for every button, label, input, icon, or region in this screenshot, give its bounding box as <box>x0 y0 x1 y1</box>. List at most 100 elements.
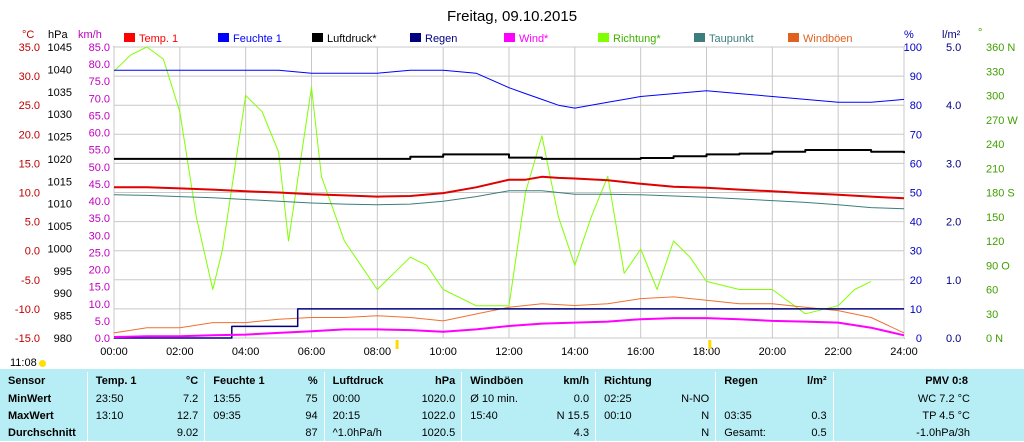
weather-chart: Freitag, 09.10.2015 Temp. 1 Feuchte 1 Luft… <box>15 8 1018 358</box>
wind-tick-label: 80.0 <box>89 59 110 71</box>
series-line-feuchte-1 <box>114 69 905 109</box>
temp-tick-label: -5.0 <box>21 275 40 287</box>
legend-swatch <box>598 33 609 42</box>
series-line-regen <box>114 308 904 339</box>
series-line-taupunkt <box>113 190 905 210</box>
dir-tick-label: 300 <box>986 91 1004 103</box>
press-tick-label: 985 <box>54 311 72 323</box>
chart-title: Freitag, 09.10.2015 <box>447 8 577 25</box>
wind-tick-label: 5.0 <box>95 316 110 328</box>
wind-tick-label: 35.0 <box>89 213 110 225</box>
x-tick-label: 22:00 <box>824 346 852 358</box>
legend-label: Regen <box>425 33 457 45</box>
legend-label: Wind* <box>519 33 549 45</box>
stats-header-press: Luftdruck <box>323 372 396 391</box>
legend-swatch <box>218 33 229 42</box>
stats-cell: 12.7 <box>176 410 199 422</box>
axes: 35.0 30.0 25.0 20.0 15.0 10.0 5.0 0.0 -5.0 -10.0 -… <box>15 42 1018 358</box>
rain-tick-label: 2.0 <box>946 217 961 229</box>
temp-tick-label: 25.0 <box>19 100 40 112</box>
wind-tick-label: 85.0 <box>89 42 110 54</box>
dir-tick-label: 330 <box>986 66 1004 78</box>
dir-tick-label: 270 W <box>986 115 1018 127</box>
rain-tick-label: 3.0 <box>946 158 961 170</box>
dir-tick-label: 60 <box>986 285 998 297</box>
temp-tick-label: 0.0 <box>25 246 40 258</box>
wind-tick-label: 20.0 <box>89 265 110 277</box>
stats-cell <box>595 425 669 442</box>
dir-tick-label: 90 O <box>986 260 1010 272</box>
dir-tick-label: 210 <box>986 163 1004 175</box>
x-tick-label: 16:00 <box>627 346 655 358</box>
hum-tick-label: 50 <box>910 188 922 200</box>
dir-tick-label: 150 <box>986 212 1004 224</box>
legend: Temp. 1 Feuchte 1 Luftdruck* Regen Wind* Rich… <box>124 33 853 45</box>
legend-swatch <box>410 33 421 42</box>
hum-tick-label: 60 <box>910 158 922 170</box>
dir-tick-label: 240 <box>986 139 1004 151</box>
stats-cell: N <box>701 427 710 439</box>
stats-cell: 00:10 <box>595 408 669 425</box>
unit-temp: °C <box>22 29 34 41</box>
rain-tick-label: 1.0 <box>946 275 961 287</box>
x-tick-label: 08:00 <box>364 346 392 358</box>
stats-cell: N 15.5 <box>556 410 590 422</box>
stats-cell: 4.3 <box>573 427 590 439</box>
wind-tick-label: 50.0 <box>89 162 110 174</box>
stats-header-pmv: PMV 0:8 <box>832 372 1024 391</box>
stats-cell: 1022.0 <box>421 410 456 422</box>
hum-tick-label: 70 <box>910 129 922 141</box>
stats-cell: 9.02 <box>176 427 199 439</box>
unit-rain: l/m² <box>942 29 961 41</box>
temp-tick-label: -10.0 <box>15 304 40 316</box>
rain-tick-label: 4.0 <box>946 100 961 112</box>
series-line-temp-1 <box>114 175 905 200</box>
hum-tick-label: 40 <box>910 217 922 229</box>
temp-tick-label: 35.0 <box>19 42 40 54</box>
press-tick-label: 980 <box>54 333 72 345</box>
hum-tick-label: 10 <box>910 304 922 316</box>
wind-tick-label: 60.0 <box>89 128 110 140</box>
wind-tick-label: 15.0 <box>89 282 110 294</box>
dir-tick-label: 30 <box>986 309 998 321</box>
x-tick-label: 12:00 <box>495 346 523 358</box>
stats-cell: 23:50 <box>86 391 158 408</box>
stats-row-min: MinWert 23:50 7.2 13:55 75 00:00 1020.0 … <box>0 391 1024 408</box>
x-tick-label: 04:00 <box>232 346 260 358</box>
dir-tick-label: 360 N <box>986 42 1015 54</box>
stats-header-row: Sensor Temp. 1 °C Feuchte 1 % Luftdruck … <box>0 372 1024 391</box>
stats-header-gust-unit: km/h <box>563 375 590 387</box>
stats-cell: 02:25 <box>595 391 669 408</box>
stats-header-press-unit: hPa <box>435 375 456 387</box>
stats-cell: 87 <box>305 427 318 439</box>
x-tick-label: 00:00 <box>100 346 128 358</box>
temp-tick-label: 10.0 <box>19 188 40 200</box>
x-tick-label: 02:00 <box>166 346 194 358</box>
rain-tick-label: 0.0 <box>946 333 961 345</box>
stats-header-rain: Regen <box>715 372 776 391</box>
stats-cell: 13:10 <box>86 408 158 425</box>
stats-header-hum: Feuchte 1 <box>204 372 276 391</box>
press-tick-label: 1040 <box>48 64 72 76</box>
unit-press: hPa <box>48 29 68 41</box>
temp-tick-label: 5.0 <box>25 217 40 229</box>
wind-tick-label: 55.0 <box>89 145 110 157</box>
stats-cell: Gesamt: <box>715 425 776 442</box>
legend-swatch <box>504 33 515 42</box>
series-line-richtung <box>113 46 872 315</box>
press-tick-label: 1000 <box>48 243 72 255</box>
x-tick-label: 14:00 <box>561 346 589 358</box>
x-tick-label: 20:00 <box>759 346 787 358</box>
stats-cell: N-NO <box>681 393 710 405</box>
current-time-label: 11:08 <box>10 357 37 369</box>
stats-cell: 75 <box>305 393 318 405</box>
stats-row-label: MaxWert <box>8 410 54 422</box>
x-tick-label: 18:00 <box>693 346 721 358</box>
temp-tick-label: -15.0 <box>15 333 40 345</box>
stats-cell: TP 4.5 °C <box>832 408 1024 425</box>
stats-cell <box>775 391 833 408</box>
stats-cell: ^1.0hPa/h <box>323 425 396 442</box>
x-tick-label: 24:00 <box>890 346 918 358</box>
stats-cell <box>86 425 158 442</box>
legend-label: Windböen <box>803 33 853 45</box>
